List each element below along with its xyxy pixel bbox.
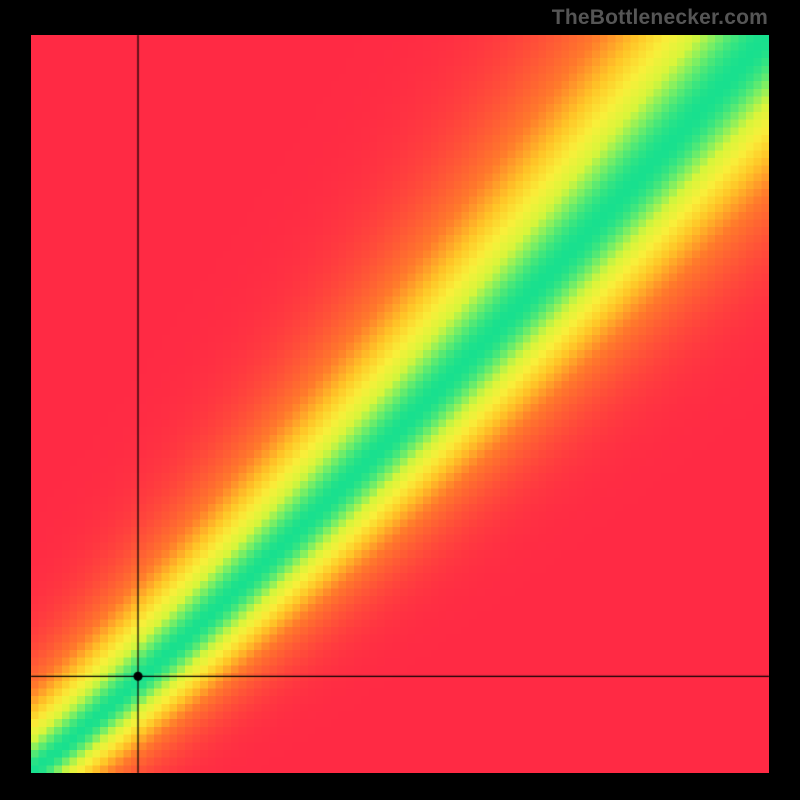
crosshair-overlay xyxy=(0,0,800,800)
watermark-text: TheBottlenecker.com xyxy=(552,6,768,30)
chart-container: TheBottlenecker.com xyxy=(0,0,800,800)
